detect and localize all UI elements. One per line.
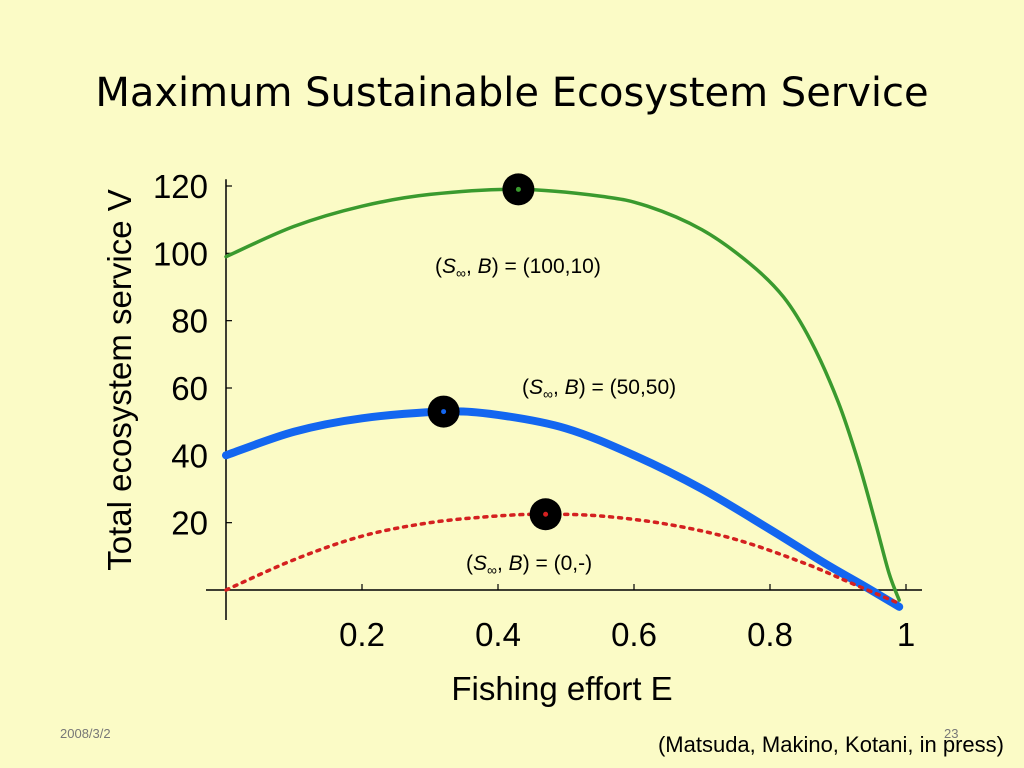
x-tick-label-2: 0.6	[611, 616, 657, 653]
annotation-part: (	[466, 552, 473, 575]
annotation-part: B	[478, 255, 492, 278]
annotation-part: ,	[466, 255, 478, 278]
slide-page-number: 23	[944, 726, 959, 741]
y-axis-title: Total ecosystem service V	[101, 189, 138, 570]
x-tick-label-0: 0.2	[339, 616, 385, 653]
x-tick-label-1: 0.4	[475, 616, 521, 653]
max-marker-dot-2	[543, 511, 549, 517]
citation: (Matsuda, Makino, Kotani, in press)	[657, 732, 1004, 757]
y-tick-label-1: 40	[171, 437, 208, 474]
y-tick-label-4: 100	[153, 235, 208, 272]
axes	[206, 179, 922, 620]
max-marker-dot-1	[441, 409, 447, 415]
series-line-1	[222, 407, 904, 611]
max-marker-dot-0	[515, 186, 521, 192]
series-line-0	[224, 187, 901, 602]
annotation-part: B	[565, 376, 579, 399]
annotation-part: ) = (0,-)	[523, 552, 592, 575]
slide-title: Maximum Sustainable Ecosystem Service	[95, 70, 929, 116]
y-tick-label-3: 80	[171, 303, 208, 340]
series-line-2	[224, 512, 901, 606]
ticks: 20 40 60 80 100 120 0.2 0.4 0.6 0.8 1	[153, 168, 915, 653]
y-tick-label-5: 120	[153, 168, 208, 205]
y-tick-label-0: 20	[171, 505, 208, 542]
series-annotation-2: (S∞, B) = (0,-)	[466, 552, 592, 578]
annotation-part: (	[435, 255, 442, 278]
annotation-part: ) = (50,50)	[579, 376, 676, 399]
series-annotation-1: (S∞, B) = (50,50)	[522, 376, 676, 402]
max-point-markers	[427, 173, 562, 531]
annotation-part: B	[509, 552, 523, 575]
annotation-part: ∞	[456, 265, 466, 281]
y-tick-label-2: 60	[171, 370, 208, 407]
annotation-part: (	[522, 376, 529, 399]
annotation-part: S	[442, 255, 456, 278]
annotation-part: ,	[553, 376, 565, 399]
annotation-part: S	[473, 552, 487, 575]
series-annotation-0: (S∞, B) = (100,10)	[435, 255, 601, 281]
annotation-part: S	[529, 376, 543, 399]
x-tick-label-3: 0.8	[747, 616, 793, 653]
x-axis-title: Fishing effort E	[451, 670, 672, 707]
slide-date: 2008/3/2	[60, 726, 111, 741]
annotation-part: ,	[497, 552, 509, 575]
x-tick-label-4: 1	[897, 616, 915, 653]
annotation-part: ) = (100,10)	[492, 255, 601, 278]
annotation-part: ∞	[487, 562, 497, 578]
annotation-part: ∞	[543, 386, 553, 402]
series-group	[222, 187, 904, 611]
series-annotations: (S∞, B) = (100,10)(S∞, B) = (50,50)(S∞, …	[435, 255, 676, 578]
